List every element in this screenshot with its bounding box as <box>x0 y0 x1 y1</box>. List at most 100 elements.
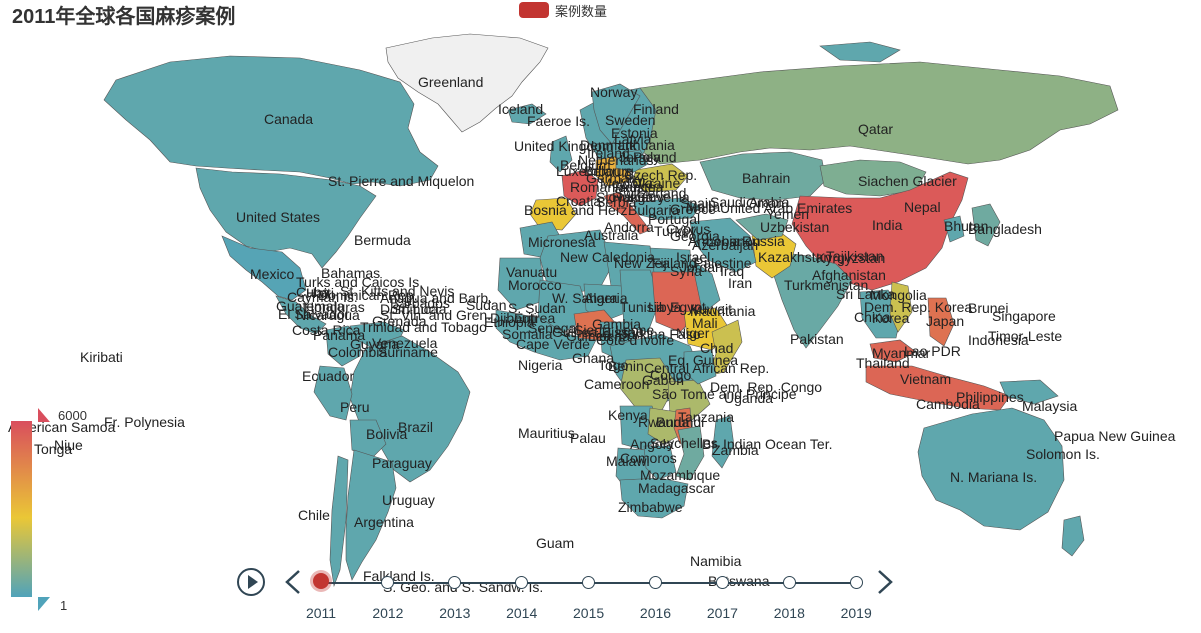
country-shape-australia[interactable] <box>917 407 1065 531</box>
timeline-year-label[interactable]: 2018 <box>773 605 805 621</box>
country-label-estonia: Estonia <box>611 125 658 141</box>
country-label-turkmenistan: Turkmenistan <box>784 277 868 293</box>
country-shape-botswana[interactable] <box>643 445 677 481</box>
country-label-el-salvador: El Salvador <box>278 306 350 322</box>
country-label-trinidad-and-tobago: Trinidad and Tobago <box>360 319 487 335</box>
timeline-point-2012[interactable] <box>381 576 395 589</box>
country-shape-italy[interactable] <box>603 191 651 235</box>
timeline-point-2016[interactable] <box>649 576 662 589</box>
country-shape-iran[interactable] <box>689 217 757 273</box>
country-shape-india[interactable] <box>773 251 853 349</box>
country-shape-mauritania[interactable] <box>497 257 547 311</box>
country-label-cyprus: Cyprus <box>666 221 710 237</box>
country-label-comoros: Comoros <box>620 450 677 466</box>
country-shape-kazakhstan[interactable] <box>699 151 827 201</box>
country-shape-somalia[interactable] <box>707 319 743 377</box>
country-label-iran: Iran <box>728 275 752 291</box>
country-shape-russia[interactable] <box>629 61 1119 165</box>
country-label-switzerland: Switzerland <box>614 185 686 201</box>
country-label-kyrgyzstan: Kyrgyzstan <box>816 250 885 266</box>
country-shape-colombia[interactable] <box>325 325 363 367</box>
country-shape-united-states[interactable] <box>195 167 377 269</box>
timeline-point-2013[interactable] <box>448 576 462 589</box>
country-shape-japan[interactable] <box>971 203 1001 247</box>
country-label-mongolia: Mongolia <box>870 287 927 303</box>
country-label-congo: Congo <box>650 367 691 383</box>
timeline-point-2011[interactable] <box>313 573 329 589</box>
country-label-united-kingdom: United Kingdom <box>514 138 614 154</box>
country-shape-canada[interactable] <box>103 55 439 187</box>
country-label-bangladesh: Bangladesh <box>968 221 1042 237</box>
country-label-nepal: Nepal <box>904 199 941 215</box>
country-shape-peru[interactable] <box>313 365 353 421</box>
country-shape-madagascar[interactable] <box>711 415 735 469</box>
country-shape-poland[interactable] <box>615 149 649 173</box>
timeline-year-label[interactable]: 2019 <box>840 605 872 621</box>
legend-item-cases[interactable]: 案例数量 <box>519 1 607 19</box>
visual-map-min-handle[interactable] <box>38 597 50 611</box>
country-shape-france[interactable] <box>561 169 599 207</box>
timeline-point-2015[interactable] <box>582 576 596 589</box>
country-label-bolivia: Bolivia <box>366 426 407 442</box>
country-shapes <box>103 33 1119 588</box>
country-shape-mexico[interactable] <box>221 235 307 301</box>
timeline-year-label[interactable]: 2011 <box>305 605 337 621</box>
country-shape-mozambique[interactable] <box>675 425 705 481</box>
country-label-malta: Malta <box>686 199 720 215</box>
country-shape-iceland[interactable] <box>507 103 547 125</box>
timeline-point-2019[interactable] <box>849 576 863 589</box>
country-shape-kenya[interactable] <box>683 349 717 385</box>
timeline-point-2017[interactable] <box>715 576 729 589</box>
country-shape-new-zealand[interactable] <box>1061 515 1085 557</box>
timeline-point-2018[interactable] <box>782 576 796 589</box>
chevron-left-icon[interactable] <box>284 569 302 595</box>
country-label-niue: Niue <box>54 437 83 453</box>
country-label-kazakhstan: Kazakhstan <box>758 249 831 265</box>
country-label-chad: Chad <box>700 340 733 356</box>
country-label-costa-rica: Costa Rica <box>292 322 361 338</box>
timeline-point-2014[interactable] <box>515 576 529 589</box>
country-shape-bolivia[interactable] <box>349 419 387 459</box>
chevron-right-icon[interactable] <box>876 569 894 595</box>
timeline-year-label[interactable]: 2012 <box>372 605 404 621</box>
country-label-bahrain: Bahrain <box>742 170 790 186</box>
timeline-year-label[interactable]: 2017 <box>706 605 738 621</box>
country-shape-papua-new-guinea[interactable] <box>999 379 1059 405</box>
visual-map-gradient-bar[interactable] <box>11 421 32 597</box>
visual-map-max-handle[interactable] <box>38 408 50 422</box>
country-shape-philippines[interactable] <box>927 297 955 347</box>
country-label-azerbaijan: Azerbaijan <box>692 237 758 253</box>
country-label-armenia: Armenia <box>688 233 740 249</box>
country-shape-korea[interactable] <box>943 215 965 243</box>
country-shape-vietnam[interactable] <box>889 281 913 333</box>
country-label-austria: Austria <box>620 179 664 195</box>
country-label-faeroe-is-: Faeroe Is. <box>527 113 590 129</box>
country-shape-spain[interactable] <box>529 197 577 231</box>
country-shape-west-africa[interactable] <box>495 309 597 361</box>
country-shape-algeria[interactable] <box>539 229 615 295</box>
country-shape-chad[interactable] <box>619 269 661 333</box>
timeline-year-label[interactable]: 2013 <box>439 605 471 621</box>
country-shape-greenland[interactable] <box>385 33 549 133</box>
country-shape-chile[interactable] <box>329 455 349 588</box>
country-shape-arctic-islands[interactable] <box>819 41 901 63</box>
country-shape-argentina[interactable] <box>345 449 397 581</box>
country-shape-ukraine[interactable] <box>631 163 689 193</box>
play-button[interactable] <box>237 568 265 596</box>
timeline-year-label[interactable]: 2014 <box>506 605 538 621</box>
country-label-oman: Oman <box>746 195 784 211</box>
country-label-peru: Peru <box>340 399 370 415</box>
country-label-ghana: Ghana <box>572 350 614 366</box>
country-shape-afghanistan[interactable] <box>735 213 789 241</box>
country-shape-scandinavia[interactable] <box>591 83 641 145</box>
country-shape-central-america[interactable] <box>275 295 327 335</box>
timeline-year-label[interactable]: 2015 <box>573 605 605 621</box>
country-shape-malaysia[interactable] <box>869 339 917 363</box>
timeline-year-label[interactable]: 2016 <box>639 605 672 621</box>
country-shape-uk[interactable] <box>549 135 573 173</box>
country-label-united-arab-emirates: United Arab Emirates <box>720 200 852 216</box>
country-label-myanmar: Myanmar <box>872 345 931 361</box>
country-label-fr-polynesia: Fr. Polynesia <box>104 414 185 430</box>
country-shape-south-africa[interactable] <box>619 477 689 519</box>
country-label-thailand: Thailand <box>856 355 910 371</box>
